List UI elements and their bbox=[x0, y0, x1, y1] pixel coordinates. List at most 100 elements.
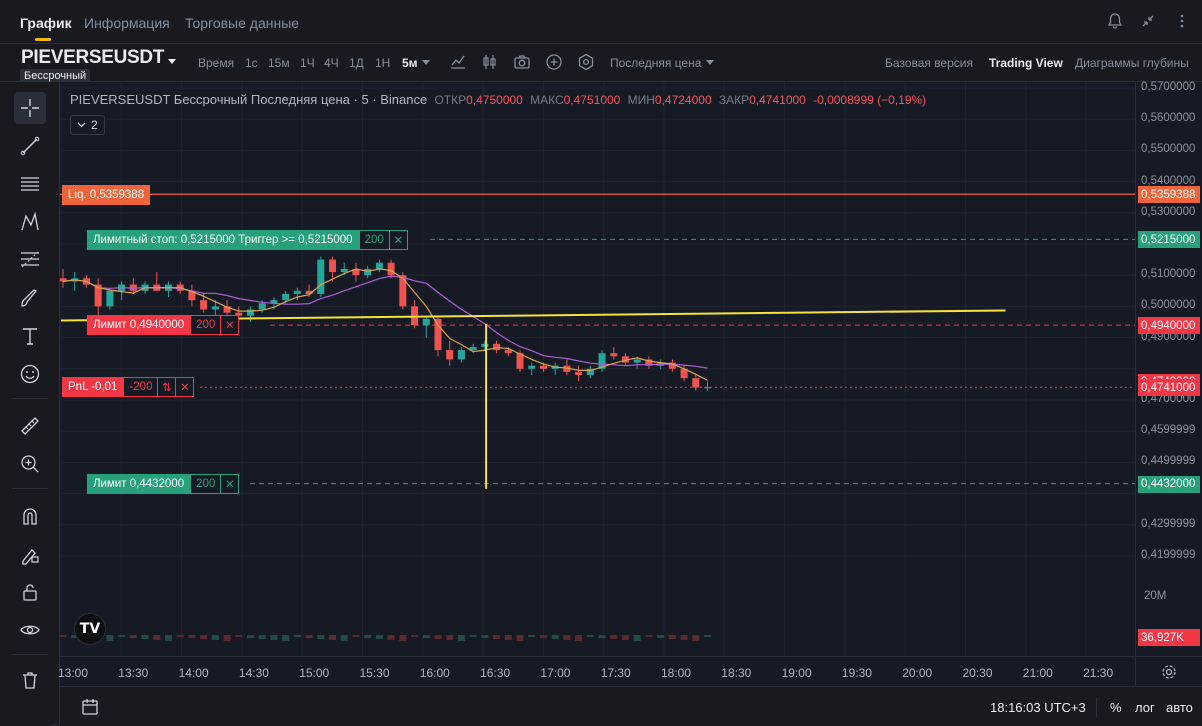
limit-buy-text[interactable]: Лимит 0,4432000 bbox=[87, 474, 191, 494]
more-icon[interactable] bbox=[1173, 12, 1191, 30]
candle-body bbox=[563, 365, 571, 372]
volume-bar bbox=[282, 635, 290, 641]
timeframe-1w[interactable]: 1Н bbox=[375, 56, 391, 70]
trash-icon[interactable] bbox=[14, 664, 46, 696]
chart-pane[interactable]: PIEVERSEUSDT Бессрочный Последняя цена ·… bbox=[60, 82, 1135, 656]
line-chart-icon[interactable] bbox=[449, 53, 467, 71]
crosshair-icon[interactable] bbox=[14, 92, 46, 124]
chevron-down-icon[interactable] bbox=[706, 60, 714, 66]
add-indicator-icon[interactable] bbox=[545, 53, 563, 71]
calendar-icon[interactable] bbox=[80, 697, 100, 717]
timeframe-5m[interactable]: 5м bbox=[402, 56, 418, 70]
trendline-icon[interactable] bbox=[14, 130, 46, 162]
chevron-down-icon[interactable] bbox=[168, 59, 176, 64]
divider bbox=[1096, 697, 1097, 717]
candle-body bbox=[317, 259, 325, 294]
bottom-bar: 18:16:03 UTC+3 % лог авто bbox=[60, 686, 1202, 726]
zoom-icon[interactable] bbox=[14, 448, 46, 480]
chevron-down-icon[interactable] bbox=[422, 60, 430, 66]
pattern-icon[interactable] bbox=[14, 206, 46, 238]
ruler-icon[interactable] bbox=[14, 410, 46, 442]
text-icon[interactable] bbox=[14, 320, 46, 352]
volume-bar bbox=[223, 635, 231, 641]
timeframe-15m[interactable]: 15м bbox=[268, 56, 290, 70]
volume-bar bbox=[399, 635, 407, 641]
position-pnl[interactable]: PnL -0,01 -200 ⇅ ✕ bbox=[62, 377, 195, 397]
price-type-select[interactable]: Последняя цена bbox=[610, 56, 702, 70]
view-depth[interactable]: Диаграммы глубины bbox=[1075, 56, 1189, 70]
volume-bar bbox=[176, 635, 184, 637]
collapse-icon[interactable] bbox=[1139, 12, 1157, 30]
stop-limit-text[interactable]: Лимитный стоп: 0,5215000 Триггер >= 0,52… bbox=[87, 230, 359, 250]
volume-bar bbox=[493, 635, 501, 639]
candle-body bbox=[539, 365, 547, 369]
unlock-icon[interactable] bbox=[14, 576, 46, 608]
settings-icon[interactable] bbox=[577, 53, 595, 71]
volume-bar bbox=[516, 635, 524, 641]
camera-icon[interactable] bbox=[513, 53, 531, 71]
timeframe-1d[interactable]: 1Д bbox=[349, 56, 364, 70]
candles-icon[interactable] bbox=[481, 53, 499, 71]
brush-icon[interactable] bbox=[14, 282, 46, 314]
log-toggle[interactable]: лог bbox=[1135, 700, 1155, 715]
fib-icon[interactable] bbox=[14, 244, 46, 276]
close-icon[interactable]: ✕ bbox=[176, 377, 195, 397]
volume-bar bbox=[340, 635, 348, 641]
timeframe-1s[interactable]: 1с bbox=[245, 56, 258, 70]
horizontal-lines-icon[interactable] bbox=[14, 168, 46, 200]
volume-bar bbox=[317, 635, 325, 639]
close-icon[interactable]: ✕ bbox=[221, 474, 240, 494]
toolbar-divider bbox=[12, 398, 48, 399]
liquidation-label: Liq. 0,5359388 bbox=[62, 185, 151, 205]
axis-settings[interactable] bbox=[1135, 656, 1202, 686]
bell-icon[interactable] bbox=[1106, 12, 1124, 30]
eye-icon[interactable] bbox=[14, 614, 46, 646]
limit-sell-order[interactable]: Лимит 0,4940000 200 ✕ bbox=[87, 315, 240, 335]
volume-bar bbox=[293, 635, 301, 637]
time-tick: 20:00 bbox=[902, 666, 933, 680]
timeframe-4h[interactable]: 4Ч bbox=[324, 56, 339, 70]
volume-bar bbox=[633, 635, 641, 641]
candle-body bbox=[258, 303, 266, 310]
close-icon[interactable]: ✕ bbox=[389, 230, 408, 250]
limit-buy-order[interactable]: Лимит 0,4432000 200 ✕ bbox=[87, 474, 240, 494]
stop-limit-order[interactable]: Лимитный стоп: 0,5215000 Триггер >= 0,52… bbox=[87, 230, 408, 250]
magnet-icon[interactable] bbox=[14, 500, 46, 532]
tab-info[interactable]: Информация bbox=[84, 15, 170, 31]
limit-buy-qty[interactable]: 200 bbox=[190, 474, 222, 494]
stop-limit-qty[interactable]: 200 bbox=[358, 230, 390, 250]
gear-icon[interactable] bbox=[1161, 664, 1177, 680]
indicators-toggle[interactable]: 2 bbox=[70, 115, 105, 135]
candle-body bbox=[516, 353, 524, 369]
candlestick-chart[interactable] bbox=[60, 82, 1135, 656]
tab-trading-data[interactable]: Торговые данные bbox=[185, 15, 300, 31]
tradingview-logo[interactable]: TV bbox=[74, 613, 106, 645]
chevron-left-icon[interactable]: ‹ bbox=[51, 724, 61, 726]
clock[interactable]: 18:16:03 UTC+3 bbox=[990, 700, 1086, 715]
time-axis[interactable]: 13:00 13:30 14:00 14:30 15:00 15:30 16:00 16:30… bbox=[58, 656, 1135, 686]
reverse-icon[interactable]: ⇅ bbox=[158, 377, 177, 397]
auto-toggle[interactable]: авто bbox=[1166, 700, 1193, 715]
view-tradingview[interactable]: Trading View bbox=[989, 56, 1063, 70]
volume-bar bbox=[575, 635, 583, 641]
symbol-name[interactable]: PIEVERSEUSDT bbox=[21, 47, 165, 68]
limit-sell-qty[interactable]: 200 bbox=[190, 315, 222, 335]
tab-chart[interactable]: График bbox=[20, 15, 72, 31]
view-basic[interactable]: Базовая версия bbox=[885, 56, 973, 70]
candle-body bbox=[235, 312, 243, 316]
timeframe-1h[interactable]: 1Ч bbox=[300, 56, 315, 70]
price-tick: 0,5600000 bbox=[1141, 112, 1196, 125]
volume-bar bbox=[457, 635, 465, 641]
chart-legend: PIEVERSEUSDT Бессрочный Последняя цена ·… bbox=[70, 92, 926, 107]
price-scale[interactable]: 0,5700000 0,5600000 0,5500000 0,5400000 0,53… bbox=[1135, 81, 1202, 656]
position-qty[interactable]: -200 bbox=[123, 377, 159, 397]
close-icon[interactable]: ✕ bbox=[221, 315, 240, 335]
percent-toggle[interactable]: % bbox=[1110, 700, 1122, 715]
price-tick: 0,4299999 bbox=[1141, 517, 1196, 530]
volume-bar bbox=[352, 635, 360, 637]
volume-bar bbox=[375, 635, 383, 639]
limit-sell-text[interactable]: Лимит 0,4940000 bbox=[87, 315, 191, 335]
emoji-icon[interactable] bbox=[14, 358, 46, 390]
lock-drawing-icon[interactable] bbox=[14, 538, 46, 570]
volume-bar bbox=[258, 635, 266, 639]
